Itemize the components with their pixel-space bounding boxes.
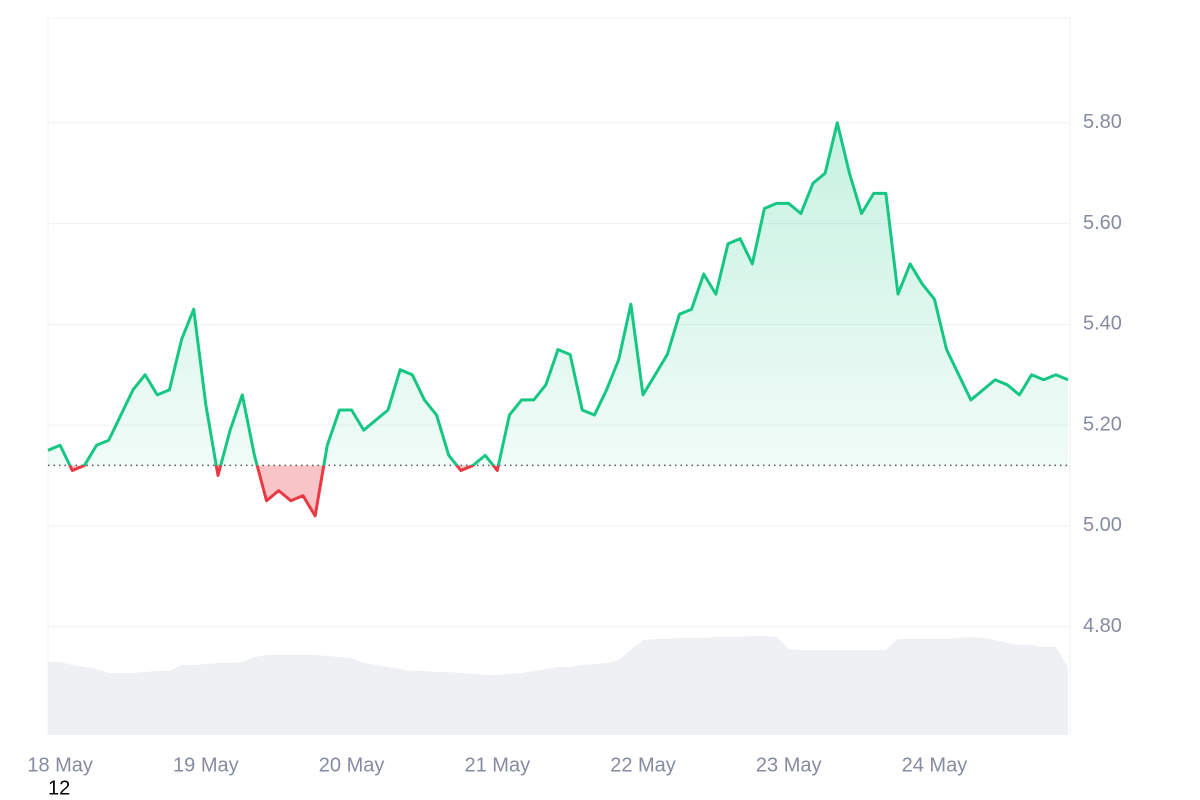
x-tick-label: 20 May (319, 754, 385, 776)
x-tick-label: 19 May (173, 754, 239, 776)
y-tick-label: 4.80 (1083, 615, 1122, 637)
volume-area (48, 636, 1068, 735)
y-tick-label: 5.60 (1083, 212, 1122, 234)
price-area (48, 122, 1068, 516)
x-sublabel: 12 (48, 777, 70, 799)
y-tick-label: 5.20 (1083, 413, 1122, 435)
price-line (47, 121, 1069, 518)
x-tick-label: 18 May (27, 754, 93, 776)
y-tick-label: 5.80 (1083, 111, 1122, 133)
y-tick-label: 5.40 (1083, 313, 1122, 335)
x-tick-label: 24 May (902, 754, 968, 776)
x-tick-label: 22 May (610, 754, 676, 776)
x-tick-label: 21 May (464, 754, 530, 776)
x-tick-label: 23 May (756, 754, 822, 776)
y-tick-label: 5.00 (1083, 514, 1122, 536)
